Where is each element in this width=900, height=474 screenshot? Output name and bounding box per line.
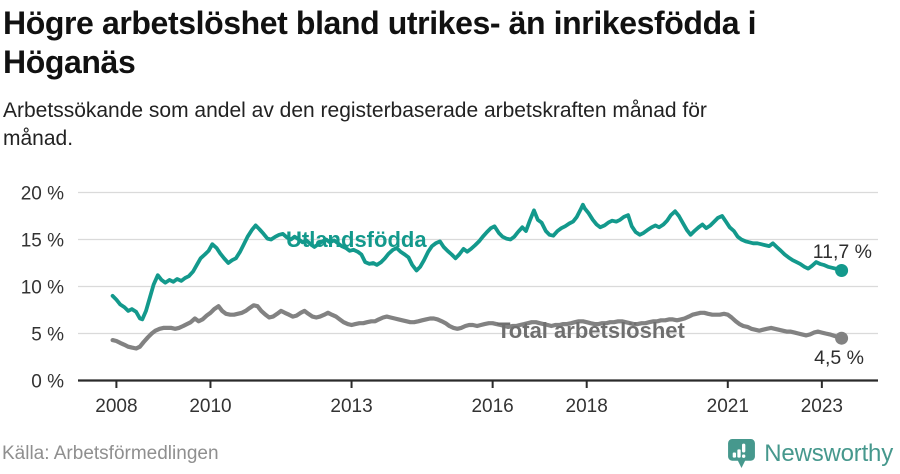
exclamation-bar — [742, 443, 746, 453]
chart-header: Högre arbetslöshet bland utrikes- än inr… — [3, 4, 897, 153]
newsworthy-chart-bubble-icon — [728, 439, 756, 468]
page-title: Högre arbetslöshet bland utrikes- än inr… — [3, 4, 897, 82]
x-axis: 2008 2010 2013 2016 2018 2021 2023 — [95, 380, 843, 417]
series-label-total: Total arbetslöshet — [497, 318, 686, 343]
y-tick-label: 15 % — [21, 231, 64, 252]
chart-subtitle-line2: månad. — [3, 127, 74, 150]
y-axis-grid: 0 % 5 % 10 % 15 % 20 % — [21, 184, 878, 393]
source-note: Källa: Arbetsförmedlingen — [2, 443, 219, 464]
y-tick-label: 5 % — [31, 325, 64, 346]
y-tick-label: 10 % — [21, 278, 64, 299]
x-tick-label: 2021 — [707, 396, 749, 417]
series-line-total — [110, 303, 844, 351]
exclamation-dot — [742, 454, 746, 458]
page-title-line1: Högre arbetslöshet bland utrikes- än inr… — [3, 5, 757, 41]
bar-chart-bar-tall — [737, 449, 741, 458]
newsworthy-logo: Newsworthy — [727, 438, 893, 469]
series-lines — [110, 202, 849, 351]
chart-subtitle-line1: Arbetssökande som andel av den registerb… — [3, 99, 707, 122]
value-label-utlandsfodda: 11,7 % — [813, 241, 872, 263]
page-title-line2: Höganäs — [3, 44, 136, 80]
newsworthy-logo-text: Newsworthy — [764, 439, 893, 467]
series-label-utlandsfodda: Utlandsfödda — [286, 227, 427, 252]
end-dot-utlandsfodda — [835, 264, 849, 278]
speech-bubble-shape — [728, 439, 756, 468]
y-tick-label: 0 % — [31, 372, 64, 393]
x-tick-label: 2016 — [471, 396, 513, 417]
x-tick-label: 2023 — [801, 396, 843, 417]
x-tick-label: 2018 — [566, 396, 608, 417]
end-dot-total — [835, 331, 849, 345]
chart-subtitle: Arbetssökande som andel av den registerb… — [3, 97, 897, 153]
bar-chart-bar-small — [733, 452, 737, 458]
x-tick-label: 2013 — [330, 396, 372, 417]
value-label-total: 4,5 % — [814, 347, 864, 369]
series-line-utlandsfodda — [110, 202, 844, 322]
y-tick-label: 20 % — [21, 184, 64, 205]
x-tick-label: 2010 — [189, 396, 231, 417]
x-tick-label: 2008 — [95, 396, 137, 417]
